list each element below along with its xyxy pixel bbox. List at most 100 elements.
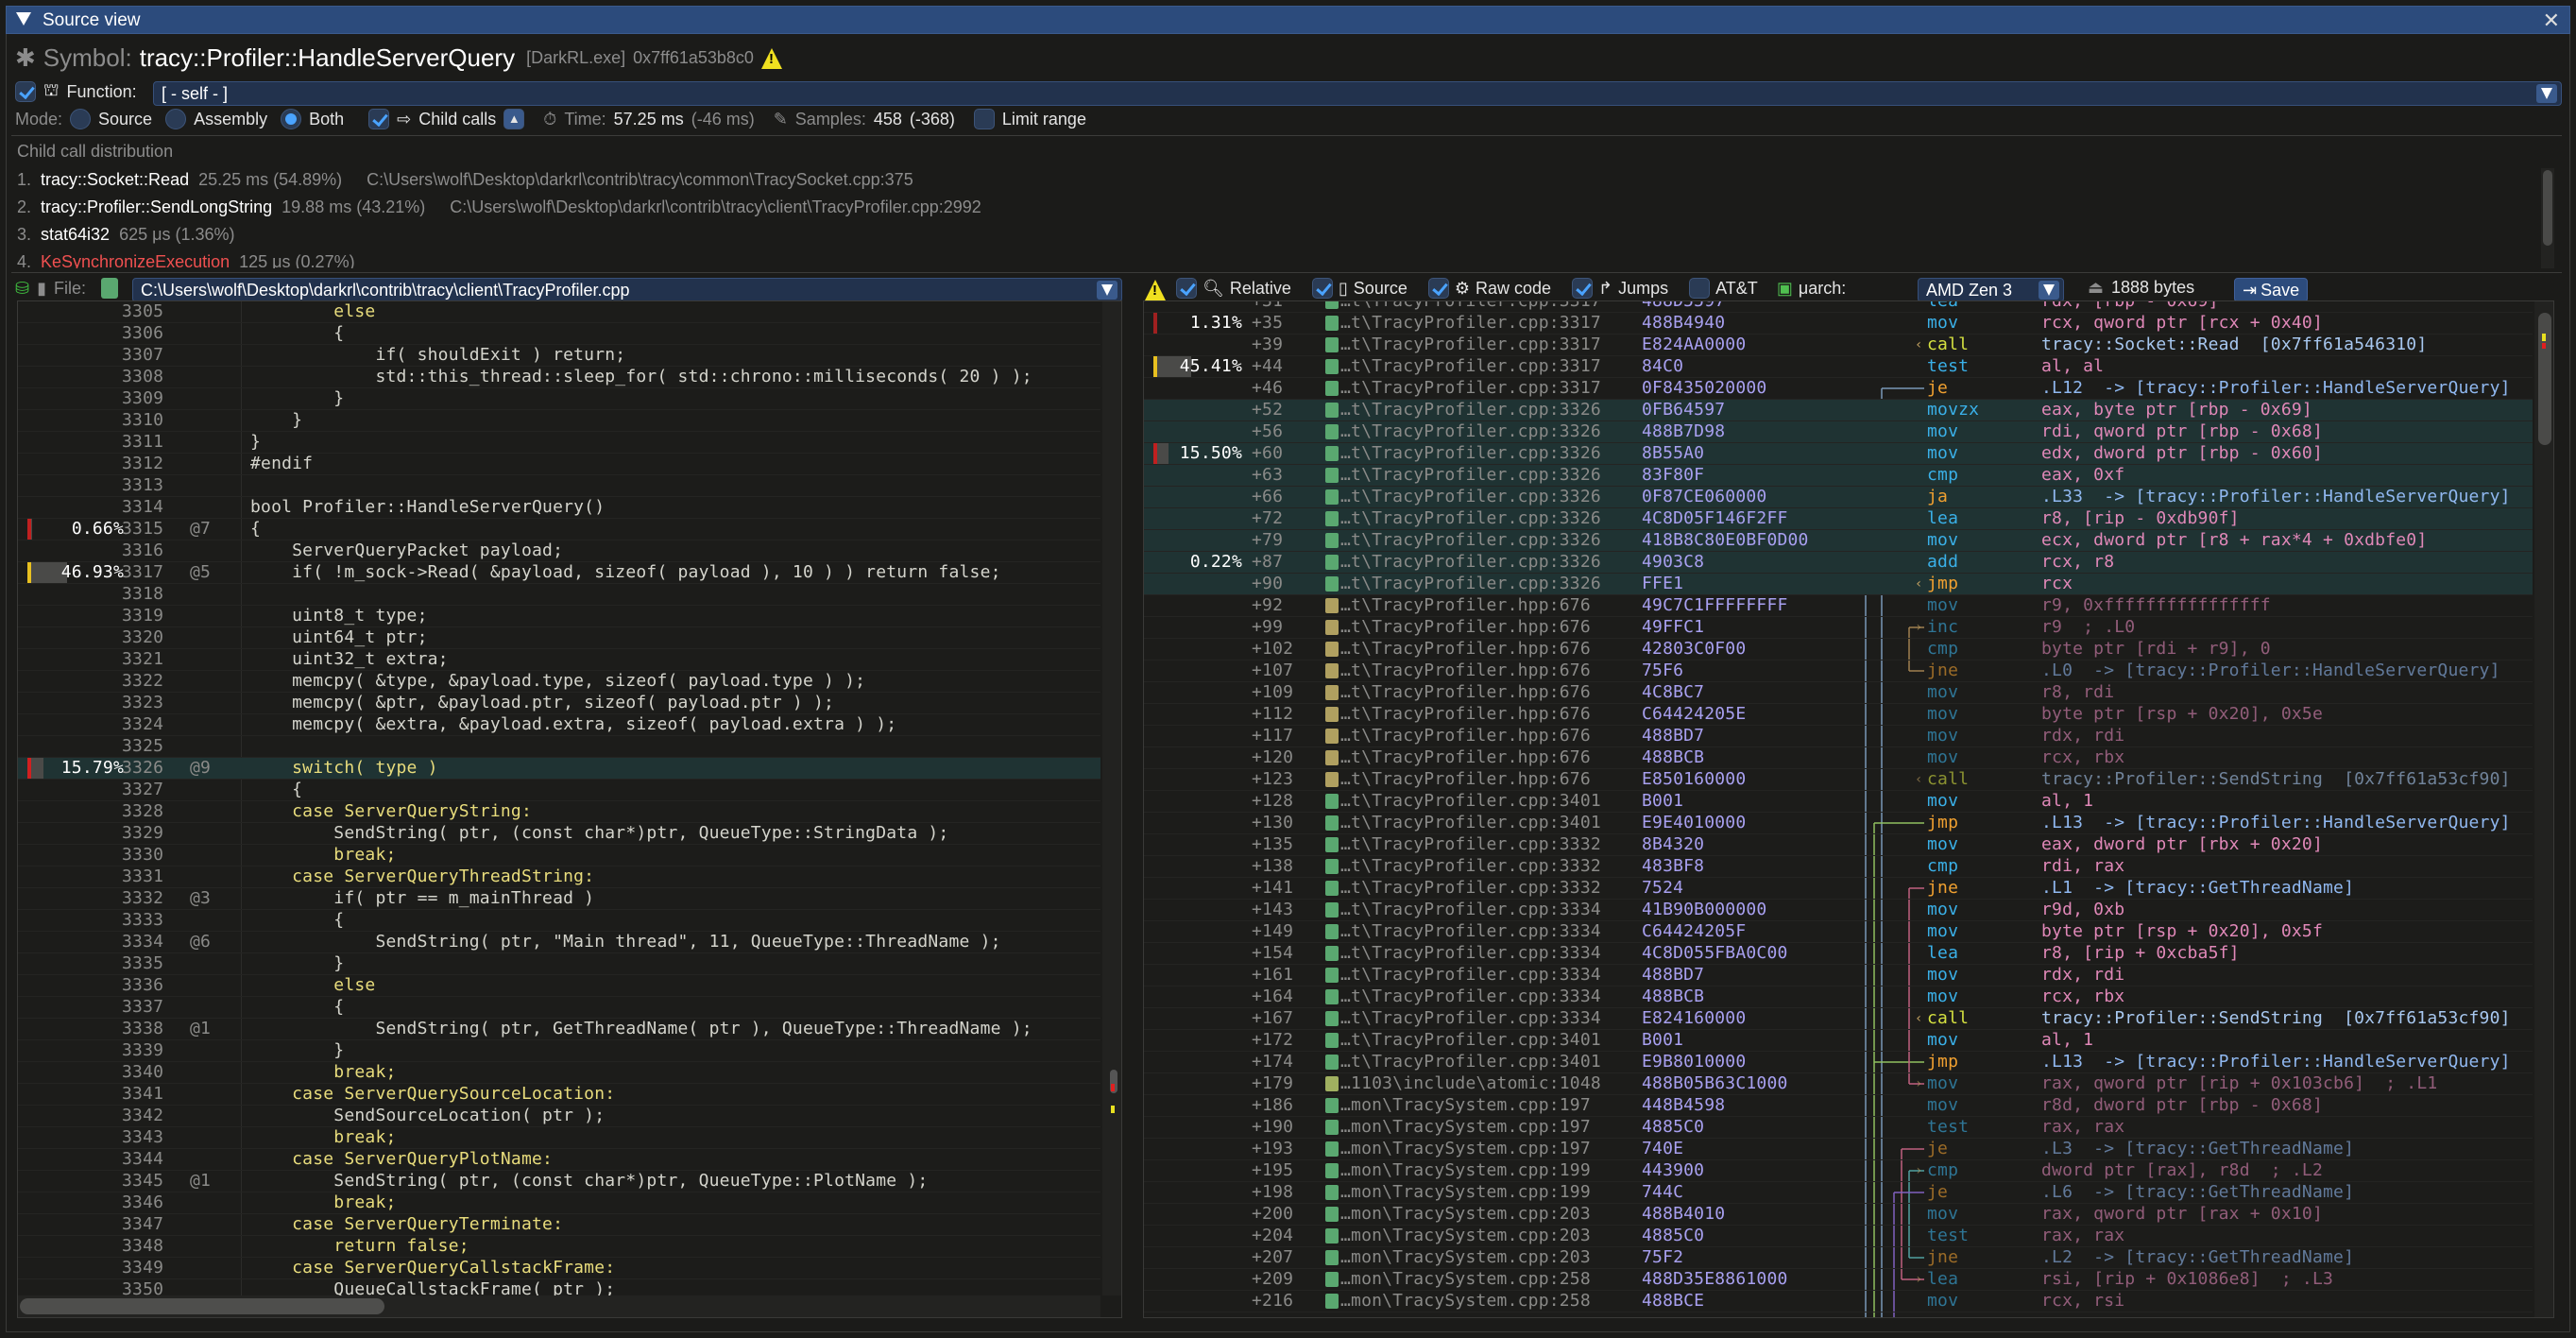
child-call-name[interactable]: tracy::Profiler::SendLongString [41, 197, 273, 216]
operands[interactable]: r8, rdi [2041, 682, 2115, 702]
operands[interactable]: rax, rax [2041, 1226, 2125, 1245]
mode-both-radio[interactable] [281, 109, 302, 129]
asm-line[interactable]: +102 …t\TracyProfiler.hpp:676 42803C0F00 cm… [1144, 639, 2533, 660]
source-line[interactable]: 3306 { [18, 323, 1100, 345]
operands[interactable]: rcx, rbx [2041, 747, 2125, 767]
operands[interactable]: rcx, qword ptr [rcx + 0x40] [2041, 313, 2323, 333]
source-location[interactable]: …t\TracyProfiler.cpp:3326 [1340, 508, 1601, 528]
mode-both-label[interactable]: Both [309, 109, 345, 129]
jumps-checkbox[interactable] [1572, 278, 1594, 299]
asm-line[interactable]: +143 …t\TracyProfiler.cpp:3334 41B90B00000… [1144, 900, 2533, 921]
chevron-down-icon[interactable] [2536, 84, 2557, 103]
horizontal-scrollbar[interactable] [18, 1295, 1100, 1317]
operands[interactable]: .L3 -> [tracy::GetThreadName] [2041, 1139, 2355, 1158]
source-line[interactable]: 3318 [18, 584, 1100, 606]
operands[interactable]: r9, 0xffffffffffffffff [2041, 595, 2271, 615]
source-location[interactable]: …t\TracyProfiler.hpp:676 [1340, 769, 1591, 789]
source-location[interactable]: …t\TracyProfiler.hpp:676 [1340, 747, 1591, 767]
asm-line[interactable]: +107 …t\TracyProfiler.hpp:676 75F6 jne .L0 -… [1144, 660, 2533, 682]
operands[interactable]: eax, 0xf [2041, 465, 2125, 485]
assembly-pane[interactable]: +31 …t\TracyProfiler.cpp:3317 488D5597 lea r… [1143, 300, 2554, 1318]
source-line[interactable]: 3346 break; [18, 1192, 1100, 1214]
source-line[interactable]: 3314 bool Profiler::HandleServerQuery() [18, 497, 1100, 519]
source-location[interactable]: …t\TracyProfiler.cpp:3326 [1340, 552, 1601, 572]
operands[interactable]: r9d, 0xb [2041, 900, 2125, 919]
source-code-pane[interactable]: 3305 else 3306 {3307 if( shouldExit ) ret… [17, 300, 1122, 1318]
operands[interactable]: rdx, rdi [2041, 726, 2125, 746]
source-location[interactable]: …t\TracyProfiler.cpp:3332 [1340, 834, 1601, 854]
source-location[interactable]: …t\TracyProfiler.hpp:676 [1340, 726, 1591, 746]
source-line[interactable]: 0.66% 3315 @7 { [18, 519, 1100, 540]
source-line[interactable]: 3313 [18, 475, 1100, 497]
operands[interactable]: .L2 -> [tracy::GetThreadName] [2041, 1247, 2355, 1267]
asm-line[interactable]: +164 …t\TracyProfiler.cpp:3334 488BCB mov rc… [1144, 986, 2533, 1008]
source-location[interactable]: …t\TracyProfiler.cpp:3326 [1340, 487, 1601, 506]
operands[interactable]: al, 1 [2041, 1030, 2094, 1050]
asm-line[interactable]: +66 …t\TracyProfiler.cpp:3326 0F87CE060000… [1144, 487, 2533, 508]
source-line[interactable]: 3344 case ServerQueryPlotName: [18, 1149, 1100, 1171]
raw-code-label[interactable]: Raw code [1475, 278, 1552, 298]
child-call-item[interactable]: 1. tracy::Socket::Read 25.25 ms (54.89%) C:… [17, 170, 913, 190]
source-location[interactable]: …t\TracyProfiler.cpp:3401 [1340, 813, 1601, 832]
asm-line[interactable]: +186 …mon\TracySystem.cpp:197 448B4598 mov r… [1144, 1095, 2533, 1117]
source-location[interactable]: …t\TracyProfiler.cpp:3326 [1340, 421, 1601, 441]
source-label[interactable]: Source [1353, 278, 1407, 298]
source-line[interactable]: 3331 case ServerQueryThreadString: [18, 866, 1100, 888]
operands[interactable]: eax, byte ptr [rbp - 0x69] [2041, 400, 2312, 420]
source-location[interactable]: …t\TracyProfiler.cpp:3326 [1340, 574, 1601, 593]
source-location[interactable]: …t\TracyProfiler.cpp:3317 [1340, 313, 1601, 333]
asm-line[interactable]: +63 …t\TracyProfiler.cpp:3326 83F80F cmp eax… [1144, 465, 2533, 487]
operands[interactable]: dword ptr [rax], r8d ; .L2 [2041, 1160, 2323, 1180]
child-call-item[interactable]: 2. tracy::Profiler::SendLongString 19.88 m… [17, 197, 981, 217]
source-location[interactable]: …t\TracyProfiler.cpp:3317 [1340, 378, 1601, 398]
source-location[interactable]: …t\TracyProfiler.cpp:3334 [1340, 1008, 1601, 1028]
source-location[interactable]: …1103\include\atomic:1048 [1340, 1073, 1601, 1093]
operands[interactable]: byte ptr [rsp + 0x20], 0x5e [2041, 704, 2323, 724]
source-line[interactable]: 3342 SendSourceLocation( ptr ); [18, 1106, 1100, 1127]
source-line[interactable]: 3312 #endif [18, 454, 1100, 475]
chevron-down-icon[interactable] [2039, 281, 2059, 300]
asm-line[interactable]: +52 …t\TracyProfiler.cpp:3326 0FB64597 movz… [1144, 400, 2533, 421]
asm-line[interactable]: +56 …t\TracyProfiler.cpp:3326 488B7D98 mov r… [1144, 421, 2533, 443]
source-location[interactable]: …t\TracyProfiler.cpp:3401 [1340, 1052, 1601, 1072]
relative-label[interactable]: Relative [1229, 278, 1291, 298]
source-line[interactable]: 3324 memcpy( &extra, &payload.extra, siz… [18, 714, 1100, 736]
source-line[interactable]: 3305 else [18, 301, 1100, 323]
operands[interactable]: rdi, qword ptr [rbp - 0x68] [2041, 421, 2323, 441]
source-line[interactable]: 3332 @3 if( ptr == m_mainThread ) [18, 888, 1100, 910]
asm-line[interactable]: +99 …t\TracyProfiler.hpp:676 49FFC1 › inc r9 … [1144, 617, 2533, 639]
source-line[interactable]: 3338 @1 SendString( ptr, GetThreadName( p… [18, 1019, 1100, 1040]
source-line[interactable]: 46.93% 3317 @5 if( !m_sock->Read( &payload… [18, 562, 1100, 584]
source-line[interactable]: 3343 break; [18, 1127, 1100, 1149]
asm-line[interactable]: +39 …t\TracyProfiler.cpp:3317 E824AA0000 ‹ c… [1144, 334, 2533, 356]
child-call-path[interactable]: C:\Users\wolf\Desktop\darkrl\contrib\tra… [367, 170, 913, 189]
source-line[interactable]: 3325 [18, 736, 1100, 758]
operands[interactable]: r8, [rip + 0xcba5f] [2041, 943, 2240, 963]
scrollbar-thumb[interactable] [2538, 313, 2551, 445]
source-location[interactable]: …t\TracyProfiler.hpp:676 [1340, 682, 1591, 702]
asm-line[interactable]: +46 …t\TracyProfiler.cpp:3317 0F8435020000… [1144, 378, 2533, 400]
asm-line[interactable]: +117 …t\TracyProfiler.hpp:676 488BD7 mov rdx… [1144, 726, 2533, 747]
operands[interactable]: .L12 -> [tracy::Profiler::HandleServerQu… [2041, 378, 2511, 398]
source-line[interactable]: 3341 case ServerQuerySourceLocation: [18, 1084, 1100, 1106]
operands[interactable]: rax, qword ptr [rip + 0x103cb6] ; .L1 [2041, 1073, 2438, 1093]
asm-line[interactable]: +161 …t\TracyProfiler.cpp:3334 488BD7 mov rd… [1144, 965, 2533, 986]
operands[interactable]: .L13 -> [tracy::Profiler::HandleServerQu… [2041, 1052, 2511, 1072]
operands[interactable]: rax, qword ptr [rax + 0x10] [2041, 1204, 2323, 1224]
asm-line[interactable]: +79 …t\TracyProfiler.cpp:3326 418B8C80E0BF… [1144, 530, 2533, 552]
mode-source-radio[interactable] [70, 109, 92, 129]
raw-code-checkbox[interactable] [1427, 278, 1449, 299]
source-line[interactable]: 3333 { [18, 910, 1100, 932]
source-minimap-scrollbar[interactable] [1102, 301, 1121, 1295]
source-line[interactable]: 3322 memcpy( &type, &payload.type, sizeo… [18, 671, 1100, 693]
assembly-scrollbar[interactable] [2534, 301, 2553, 1317]
source-line[interactable]: 3348 return false; [18, 1236, 1100, 1258]
save-button[interactable]: ⇥ Save [2234, 278, 2309, 302]
source-location[interactable]: …t\TracyProfiler.cpp:3326 [1340, 465, 1601, 485]
operands[interactable]: al, al [2041, 356, 2105, 376]
close-icon[interactable]: ✕ [2542, 9, 2560, 32]
source-location[interactable]: …t\TracyProfiler.cpp:3332 [1340, 856, 1601, 876]
source-location[interactable]: …mon\TracySystem.cpp:197 [1340, 1117, 1591, 1137]
operands[interactable]: ecx, dword ptr [r8 + rax*4 + 0xdbfe0] [2041, 530, 2428, 550]
scrollbar-thumb[interactable] [20, 1298, 384, 1314]
